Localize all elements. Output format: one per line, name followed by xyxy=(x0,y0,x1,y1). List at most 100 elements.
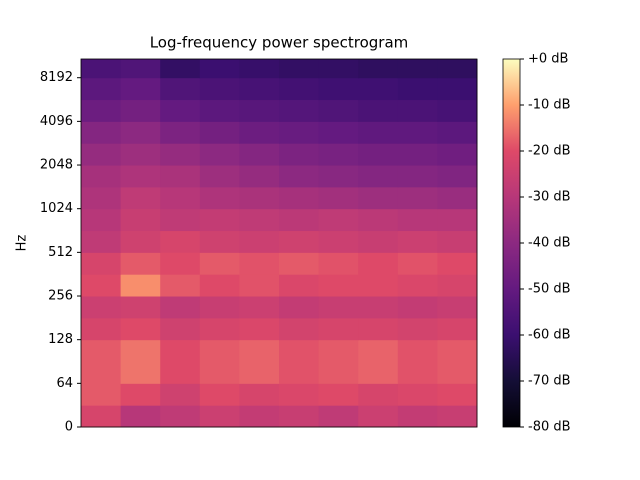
cell xyxy=(81,405,122,428)
cell xyxy=(120,317,161,341)
cell xyxy=(239,143,280,166)
cell xyxy=(279,317,320,341)
cell xyxy=(437,77,478,101)
cell xyxy=(239,252,280,275)
colorbar-tick-label: -60 dB xyxy=(528,328,571,343)
cell xyxy=(318,405,359,428)
cell xyxy=(160,405,201,428)
cell xyxy=(397,99,438,122)
cell xyxy=(81,252,122,275)
cell xyxy=(358,186,399,210)
cell xyxy=(120,59,161,79)
cell xyxy=(160,99,201,122)
cell xyxy=(120,405,161,428)
cell xyxy=(81,165,122,188)
y-tick-label: 4096 xyxy=(40,114,73,129)
cell xyxy=(239,59,280,79)
cell xyxy=(81,274,122,297)
cell xyxy=(81,230,122,253)
cell xyxy=(318,296,359,319)
cell xyxy=(437,405,478,428)
cell xyxy=(437,296,478,319)
colorbar-tick-label: -10 dB xyxy=(528,98,571,113)
cell xyxy=(199,383,240,406)
y-tick-label: 0 xyxy=(65,420,73,435)
cell xyxy=(358,339,399,384)
cell xyxy=(279,143,320,166)
cell xyxy=(199,405,240,428)
cell xyxy=(81,339,122,384)
cell xyxy=(437,230,478,253)
cell xyxy=(199,186,240,210)
cell xyxy=(397,165,438,188)
cell xyxy=(160,317,201,341)
y-tick-label: 512 xyxy=(48,245,73,260)
cell xyxy=(397,339,438,384)
y-tick-label: 128 xyxy=(48,332,73,347)
cell xyxy=(160,165,201,188)
cell xyxy=(120,186,161,210)
colorbar-tick-label: -40 dB xyxy=(528,236,571,251)
cell xyxy=(239,317,280,341)
cell xyxy=(358,230,399,253)
cell xyxy=(160,59,201,79)
cell xyxy=(437,99,478,122)
cell xyxy=(160,121,201,144)
cell xyxy=(397,143,438,166)
cell xyxy=(358,59,399,79)
cell xyxy=(239,296,280,319)
cell xyxy=(279,186,320,210)
cell xyxy=(279,230,320,253)
cell xyxy=(120,208,161,232)
cell xyxy=(199,99,240,122)
cell xyxy=(199,339,240,384)
cell xyxy=(81,99,122,122)
cell xyxy=(239,383,280,406)
cell xyxy=(279,99,320,122)
cell xyxy=(397,383,438,406)
cell xyxy=(120,121,161,144)
cell xyxy=(81,186,122,210)
cell xyxy=(318,186,359,210)
cell xyxy=(160,77,201,101)
cell xyxy=(318,77,359,101)
cell xyxy=(120,274,161,297)
cell xyxy=(199,59,240,79)
cell xyxy=(318,230,359,253)
colorbar-tick-label: -30 dB xyxy=(528,190,571,205)
cell xyxy=(160,186,201,210)
cell xyxy=(397,274,438,297)
cell xyxy=(120,230,161,253)
colorbar xyxy=(502,58,521,428)
cell xyxy=(358,383,399,406)
cell xyxy=(318,99,359,122)
cell xyxy=(397,186,438,210)
colorbar-tick-label: -70 dB xyxy=(528,374,571,389)
cell xyxy=(437,143,478,166)
cell xyxy=(81,383,122,406)
cell xyxy=(120,77,161,101)
cell xyxy=(358,208,399,232)
cell xyxy=(81,317,122,341)
y-tick-label: 8192 xyxy=(40,70,73,85)
cell xyxy=(318,317,359,341)
colorbar-tick-label: -50 dB xyxy=(528,282,571,297)
cell xyxy=(239,99,280,122)
cell xyxy=(239,274,280,297)
y-tick-label: 2048 xyxy=(40,158,73,173)
cell xyxy=(437,317,478,341)
cell xyxy=(397,230,438,253)
cell xyxy=(120,143,161,166)
cell xyxy=(397,405,438,428)
cell xyxy=(199,252,240,275)
cell xyxy=(279,274,320,297)
cell xyxy=(358,405,399,428)
cell xyxy=(397,121,438,144)
cell xyxy=(120,383,161,406)
cell xyxy=(120,165,161,188)
chart-title: Log-frequency power spectrogram xyxy=(150,34,409,52)
cell xyxy=(279,296,320,319)
cell xyxy=(81,208,122,232)
colorbar-tick-label: -20 dB xyxy=(528,144,571,159)
